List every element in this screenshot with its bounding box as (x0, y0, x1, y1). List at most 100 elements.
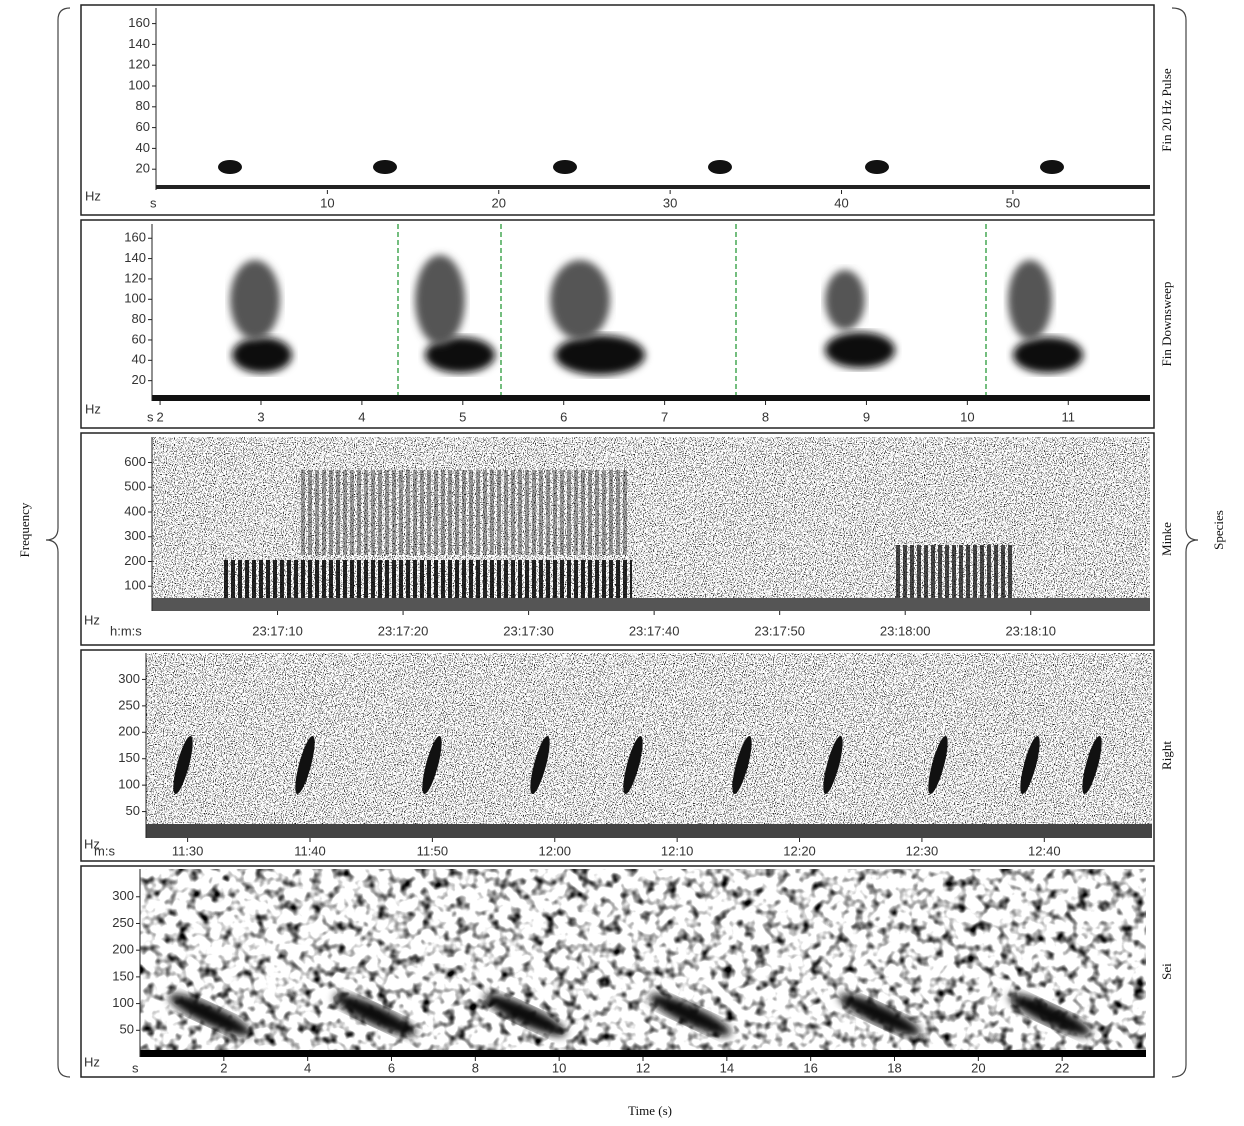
left-brace (46, 8, 70, 1077)
x-tick-label: 10 (320, 195, 334, 210)
x-tick-label: 23:17:50 (754, 623, 805, 638)
x-tick-label: 23:18:10 (1005, 623, 1056, 638)
call-shape (555, 335, 645, 375)
y-tick-label: 100 (112, 995, 134, 1010)
x-tick-label: 5 (459, 409, 466, 424)
call-shape (1040, 160, 1064, 174)
noise-floor (146, 824, 1152, 838)
panel-frame (81, 5, 1154, 215)
x-tick-label: 12:40 (1028, 843, 1061, 858)
species-label: Right (1159, 741, 1174, 770)
y-tick-label: 120 (128, 57, 150, 72)
noise-floor (152, 598, 1150, 611)
y-tick-label: 50 (126, 803, 140, 818)
x-tick-label: 40 (834, 195, 848, 210)
y-tick-label: 60 (132, 331, 146, 346)
y-tick-label: 100 (128, 77, 150, 92)
noise-floor (140, 1050, 1146, 1057)
call-shape (708, 160, 732, 174)
species-label: Fin 20 Hz Pulse (1159, 68, 1174, 152)
x-tick-label: 8 (762, 409, 769, 424)
y-tick-label: 20 (132, 372, 146, 387)
x-tick-label: 12:20 (783, 843, 816, 858)
y-tick-label: 300 (124, 528, 146, 543)
x-unit: s (150, 195, 157, 210)
species-label: Sei (1159, 963, 1174, 980)
y-tick-label: 200 (118, 724, 140, 739)
x-tick-label: 12:10 (661, 843, 694, 858)
x-tick-label: 2 (220, 1060, 227, 1075)
x-tick-label: 4 (304, 1060, 311, 1075)
x-tick-label: 6 (388, 1060, 395, 1075)
y-unit: Hz (85, 188, 101, 203)
x-tick-label: 23:18:00 (880, 623, 931, 638)
panel: 20406080100120140160234567891011HzsFin D… (81, 220, 1174, 428)
panels: 20 40 60 80 100 120 140 160 10 20 30 40 50 Hz s Fin 20 … (81, 5, 1174, 1077)
call-shape (218, 160, 242, 174)
figure: Frequency Species Time (s) 20 40 60 80 100 12… (0, 0, 1244, 1126)
y-tick-label: 80 (132, 311, 146, 326)
call-shape (550, 260, 610, 340)
x-tick-label: 10 (552, 1060, 566, 1075)
call-shape (415, 255, 465, 345)
call-shape (232, 337, 292, 373)
x-tick-label: 16 (803, 1060, 817, 1075)
x-tick-label: 9 (863, 409, 870, 424)
species-label: Fin Downsweep (1159, 282, 1174, 367)
y-tick-label: 40 (136, 140, 150, 155)
x-tick-label: 23:17:30 (503, 623, 554, 638)
right-brace (1172, 8, 1198, 1077)
call-shape (825, 270, 865, 330)
call-shape (553, 160, 577, 174)
call-shape (1013, 337, 1083, 373)
x-tick-label: 23:17:20 (378, 623, 429, 638)
x-tick-label: 6 (560, 409, 567, 424)
y-unit: Hz (84, 612, 100, 627)
call-shape (895, 545, 1015, 600)
y-tick-label: 200 (124, 553, 146, 568)
y-tick-label: 250 (118, 697, 140, 712)
y-tick-label: 200 (112, 942, 134, 957)
x-tick-label: 11:30 (172, 843, 204, 858)
x-tick-label: 18 (887, 1060, 901, 1075)
x-tick-label: 20 (492, 195, 506, 210)
call-shape (373, 160, 397, 174)
y-title: Frequency (17, 502, 32, 557)
x-tick-label: 4 (358, 409, 365, 424)
y-tick-label: 300 (112, 888, 134, 903)
y-tick-label: 20 (136, 161, 150, 176)
y-unit: Hz (85, 401, 101, 416)
x-unit: m:s (94, 843, 115, 858)
y-tick-label: 100 (118, 777, 140, 792)
y-tick-label: 40 (132, 352, 146, 367)
y-tick-label: 500 (124, 479, 146, 494)
x-title: Time (s) (628, 1103, 672, 1118)
call-shape (825, 332, 895, 368)
x-tick-label: 7 (661, 409, 668, 424)
y-tick-label: 160 (128, 15, 150, 30)
y-unit: Hz (84, 1054, 100, 1069)
x-unit: h:m:s (110, 623, 142, 638)
x-tick-label: 11:50 (417, 843, 449, 858)
y-tick-label: 400 (124, 503, 146, 518)
call-shape (222, 560, 632, 600)
y-tick-label: 140 (128, 36, 150, 51)
y-tick-label: 300 (118, 671, 140, 686)
x-tick-label: 22 (1055, 1060, 1069, 1075)
x-tick-label: 30 (663, 195, 677, 210)
y-tick-label: 60 (136, 119, 150, 134)
group-title: Species (1211, 510, 1226, 550)
noise-texture (146, 653, 1152, 838)
y-tick-label: 100 (124, 578, 146, 593)
x-tick-label: 14 (720, 1060, 734, 1075)
y-tick-label: 50 (120, 1022, 134, 1037)
noise-floor (156, 185, 1150, 189)
x-tick-label: 12:00 (538, 843, 571, 858)
x-tick-label: 11:40 (294, 843, 326, 858)
x-tick-label: 12 (636, 1060, 650, 1075)
y-tick-label: 120 (124, 270, 146, 285)
